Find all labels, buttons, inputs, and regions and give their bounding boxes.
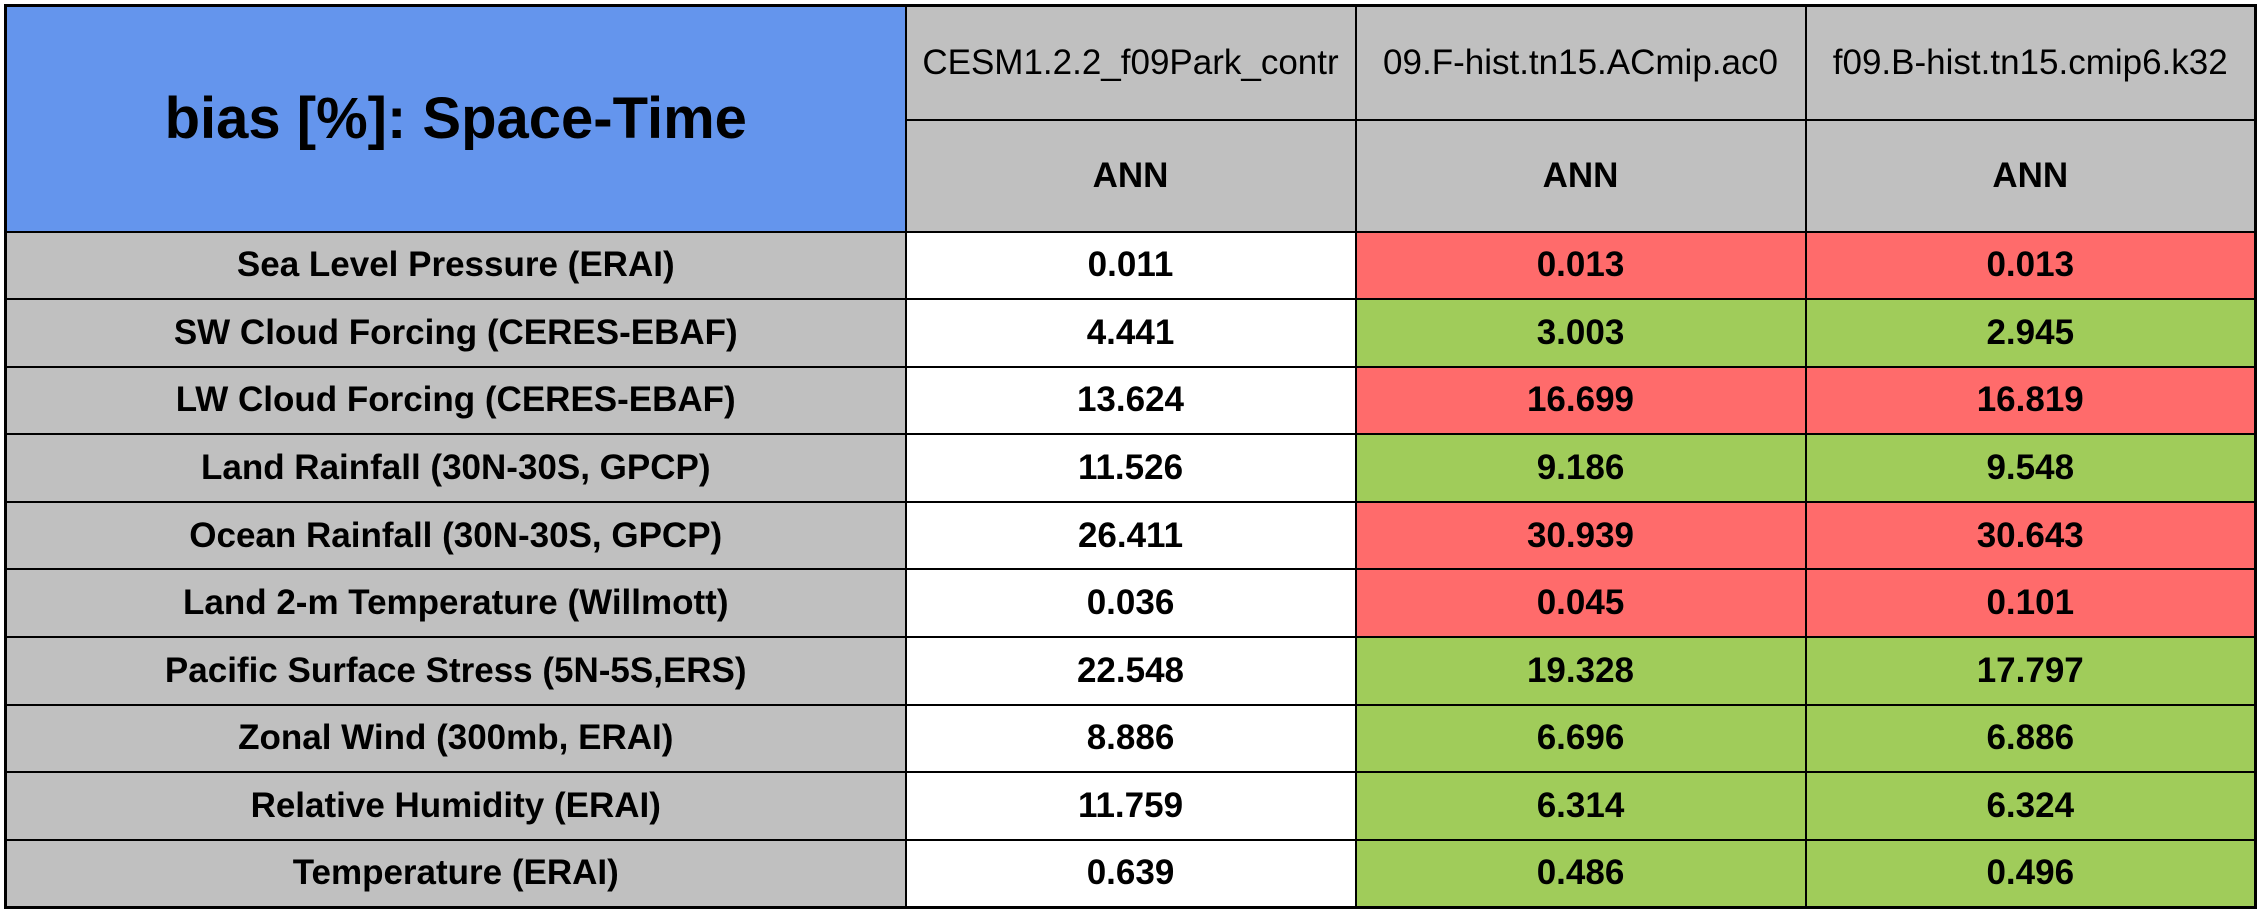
value-cell: 8.886 xyxy=(904,703,1357,774)
value-cell: 6.314 xyxy=(1354,771,1807,841)
value-cell: 0.101 xyxy=(1804,568,2257,639)
table-row: Temperature (ERAI) 0.639 0.486 0.496 xyxy=(4,838,2257,909)
value-cell: 4.441 xyxy=(904,298,1357,368)
row-label: Pacific Surface Stress (5N-5S,ERS) xyxy=(4,636,907,706)
table-row: Land Rainfall (30N-30S, GPCP) 11.526 9.186… xyxy=(4,433,2257,503)
value-cell: 11.526 xyxy=(904,433,1357,503)
value-cell: 19.328 xyxy=(1354,636,1807,706)
value-cell: 0.486 xyxy=(1354,838,1807,909)
value-cell: 9.186 xyxy=(1354,433,1807,503)
value-cell: 0.036 xyxy=(904,568,1357,639)
value-cell: 3.003 xyxy=(1354,298,1807,368)
value-cell: 17.797 xyxy=(1804,636,2257,706)
value-cell: 0.011 xyxy=(904,230,1357,301)
value-cell: 0.013 xyxy=(1804,230,2257,301)
table-row: Sea Level Pressure (ERAI) 0.011 0.013 0.013 xyxy=(4,230,2257,301)
value-cell: 6.696 xyxy=(1354,703,1807,774)
value-cell: 0.045 xyxy=(1354,568,1807,639)
row-label: Sea Level Pressure (ERAI) xyxy=(4,230,907,301)
table-row: Ocean Rainfall (30N-30S, GPCP) 26.411 30.9… xyxy=(4,500,2257,571)
run-header-3: f09.B-hist.tn15.cmip6.k32 xyxy=(1804,4,2257,121)
value-cell: 6.886 xyxy=(1804,703,2257,774)
row-label: Ocean Rainfall (30N-30S, GPCP) xyxy=(4,500,907,571)
bias-table: bias [%]: Space-Time CESM1.2.2_f09Park_c… xyxy=(4,4,2257,909)
value-cell: 0.496 xyxy=(1804,838,2257,909)
value-cell: 11.759 xyxy=(904,771,1357,841)
table-row: Land 2-m Temperature (Willmott) 0.036 0.04… xyxy=(4,568,2257,639)
row-label: Relative Humidity (ERAI) xyxy=(4,771,907,841)
season-header-3: ANN xyxy=(1804,118,2257,233)
value-cell: 22.548 xyxy=(904,636,1357,706)
value-cell: 30.939 xyxy=(1354,500,1807,571)
value-cell: 0.639 xyxy=(904,838,1357,909)
row-label: Land 2-m Temperature (Willmott) xyxy=(4,568,907,639)
table-body: Sea Level Pressure (ERAI) 0.011 0.013 0.013… xyxy=(4,230,2257,909)
run-header-2: 09.F-hist.tn15.ACmip.ac0 xyxy=(1354,4,1807,121)
row-label: Zonal Wind (300mb, ERAI) xyxy=(4,703,907,774)
value-cell: 6.324 xyxy=(1804,771,2257,841)
row-label: SW Cloud Forcing (CERES-EBAF) xyxy=(4,298,907,368)
value-cell: 30.643 xyxy=(1804,500,2257,571)
row-label: LW Cloud Forcing (CERES-EBAF) xyxy=(4,365,907,436)
table-title: bias [%]: Space-Time xyxy=(4,4,907,233)
value-cell: 0.013 xyxy=(1354,230,1807,301)
value-cell: 16.819 xyxy=(1804,365,2257,436)
table-row: Zonal Wind (300mb, ERAI) 8.886 6.696 6.886 xyxy=(4,703,2257,774)
table-row: SW Cloud Forcing (CERES-EBAF) 4.441 3.003 2… xyxy=(4,298,2257,368)
row-label: Temperature (ERAI) xyxy=(4,838,907,909)
row-label: Land Rainfall (30N-30S, GPCP) xyxy=(4,433,907,503)
run-header-1: CESM1.2.2_f09Park_contr xyxy=(904,4,1357,121)
value-cell: 9.548 xyxy=(1804,433,2257,503)
value-cell: 26.411 xyxy=(904,500,1357,571)
value-cell: 16.699 xyxy=(1354,365,1807,436)
table-row: LW Cloud Forcing (CERES-EBAF) 13.624 16.69… xyxy=(4,365,2257,436)
table-row: Pacific Surface Stress (5N-5S,ERS) 22.548… xyxy=(4,636,2257,706)
season-header-2: ANN xyxy=(1354,118,1807,233)
table-row: Relative Humidity (ERAI) 11.759 6.314 6.324 xyxy=(4,771,2257,841)
value-cell: 2.945 xyxy=(1804,298,2257,368)
value-cell: 13.624 xyxy=(904,365,1357,436)
season-header-1: ANN xyxy=(904,118,1357,233)
